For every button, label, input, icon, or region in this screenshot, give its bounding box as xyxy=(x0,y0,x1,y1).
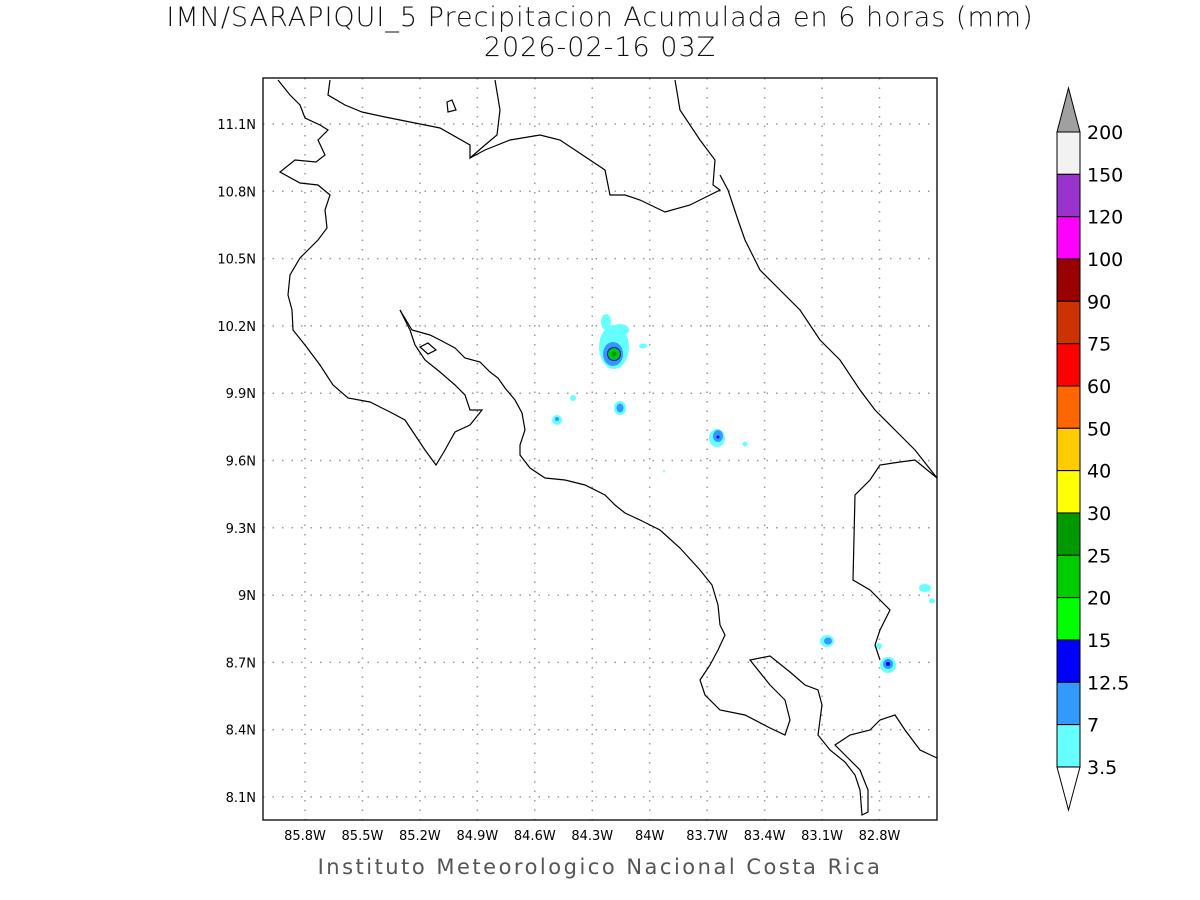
colorbar-box xyxy=(1056,639,1081,683)
precip-cell xyxy=(742,441,748,447)
colorbar-label: 12.5 xyxy=(1087,672,1129,694)
colorbar-label: 40 xyxy=(1087,461,1111,483)
lon-tick-label: 84.6W xyxy=(514,829,556,844)
precip-areas xyxy=(552,314,935,673)
precip-cell xyxy=(555,417,559,421)
colorbar-label: 7 xyxy=(1087,715,1099,737)
colorbar-box xyxy=(1056,343,1081,387)
colorbar-box xyxy=(1056,554,1081,599)
colorbar-box xyxy=(1056,470,1081,514)
lon-tick-label: 85.2W xyxy=(399,829,441,844)
lat-tick-label: 9.3N xyxy=(226,522,256,537)
colorbar-label: 60 xyxy=(1087,376,1111,398)
footer-credit: Instituto Meteorologico Nacional Costa R… xyxy=(317,855,883,879)
island xyxy=(418,342,438,355)
plot-frame xyxy=(262,77,938,821)
grid-lines xyxy=(263,78,937,820)
lat-tick-label: 10.8N xyxy=(217,185,256,200)
pacific-coastline-south xyxy=(399,309,938,816)
colorbar-box xyxy=(1056,216,1081,260)
lat-tick-label: 8.4N xyxy=(226,724,256,739)
colorbar-box xyxy=(1056,173,1081,218)
axis-tick-labels: 85.8W 85.5W 85.2W 84.9W 84.6W 84.3W 84W 83.7W 83… xyxy=(217,118,900,844)
precip-cell xyxy=(919,584,931,592)
lon-tick-label: 83.4W xyxy=(744,829,786,844)
colorbar-label: 25 xyxy=(1087,545,1111,567)
colorbar-label: 200 xyxy=(1087,122,1123,144)
precip-cell xyxy=(570,395,576,401)
precip-cell xyxy=(886,662,890,666)
colorbar-box xyxy=(1056,385,1081,429)
precip-cell xyxy=(716,435,720,439)
precip-cell xyxy=(639,343,647,349)
colorbar-box xyxy=(1056,597,1081,641)
precip-cell xyxy=(929,598,935,604)
lon-tick-label: 83.7W xyxy=(686,829,728,844)
panama-border xyxy=(852,459,938,661)
lon-tick-label: 83.1W xyxy=(801,829,843,844)
colorbar-label: 120 xyxy=(1087,207,1123,229)
lon-tick-label: 84.3W xyxy=(571,829,613,844)
lat-tick-label: 9N xyxy=(238,589,256,604)
colorbar-label: 100 xyxy=(1087,249,1123,271)
lake-nicaragua-shore xyxy=(327,79,501,160)
coastlines xyxy=(277,79,938,816)
colorbar-under-triangle xyxy=(1056,766,1081,812)
colorbar-box xyxy=(1056,258,1081,302)
colorbar-label: 50 xyxy=(1087,418,1111,440)
lat-tick-label: 10.2N xyxy=(217,320,256,335)
precip-cell xyxy=(663,470,665,472)
colorbar-label: 75 xyxy=(1087,334,1111,356)
pacific-coastline xyxy=(277,79,484,467)
lon-tick-label: 84.9W xyxy=(456,829,498,844)
colorbar-box xyxy=(1056,724,1081,768)
caribbean-coastline-south xyxy=(719,174,938,479)
lat-tick-label: 8.1N xyxy=(226,791,256,806)
lat-tick-label: 9.9N xyxy=(226,387,256,402)
lat-tick-label: 10.5N xyxy=(217,253,256,268)
island xyxy=(446,99,457,113)
lat-tick-label: 11.1N xyxy=(217,118,256,133)
colorbar-box xyxy=(1056,131,1081,175)
colorbar-label: 90 xyxy=(1087,291,1111,313)
precip-cell xyxy=(616,403,624,413)
lon-tick-label: 85.5W xyxy=(342,829,384,844)
caribbean-coastline xyxy=(469,79,722,213)
colorbar-box xyxy=(1056,512,1081,556)
precip-cell xyxy=(876,643,882,649)
precip-cell xyxy=(611,351,617,357)
colorbar-box xyxy=(1056,300,1081,345)
colorbar-label: 30 xyxy=(1087,503,1111,525)
precip-cell xyxy=(611,324,629,336)
precip-cell xyxy=(601,314,611,330)
lat-tick-label: 9.6N xyxy=(226,455,256,470)
precip-cell xyxy=(824,637,832,645)
lat-tick-label: 8.7N xyxy=(226,656,256,671)
colorbar-box xyxy=(1056,681,1081,726)
colorbar-label: 15 xyxy=(1087,630,1111,652)
colorbar-label: 20 xyxy=(1087,588,1111,610)
colorbar-box xyxy=(1056,427,1081,472)
lon-tick-label: 84W xyxy=(635,829,665,844)
lon-tick-label: 85.8W xyxy=(284,829,326,844)
lon-tick-label: 82.8W xyxy=(859,829,901,844)
colorbar-over-triangle xyxy=(1056,86,1081,133)
map-subtitle: 2026-02-16 03Z xyxy=(483,32,717,63)
colorbar-label: 3.5 xyxy=(1087,757,1117,779)
map-title: IMN/SARAPIQUI_5 Precipitacion Acumulada … xyxy=(166,2,1034,33)
colorbar: 200 150 120 100 90 75 60 50 40 30 25 20 15 12.5 7 3.5 xyxy=(1056,86,1129,812)
colorbar-label: 150 xyxy=(1087,164,1123,186)
